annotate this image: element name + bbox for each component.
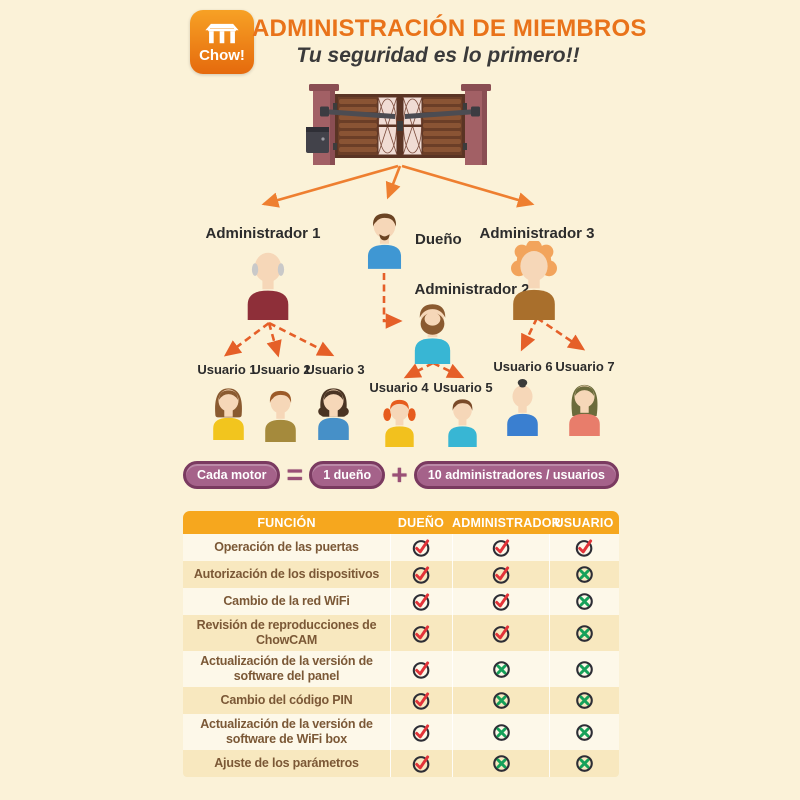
check-icon [452, 588, 549, 615]
check-icon [549, 534, 619, 561]
cross-icon [549, 651, 619, 687]
pill-administradores-usuarios: 10 administradores / usuarios [413, 461, 619, 489]
function-cell: Cambio de la red WiFi [223, 594, 350, 608]
label-administrador-1: Administrador 1 [205, 225, 321, 242]
permissions-table-body: Operación de las puertas Autorización de… [183, 534, 619, 777]
gate-illustration [306, 84, 491, 165]
check-icon [390, 714, 452, 750]
label-usuario-5: Usuario 5 [433, 380, 493, 395]
arrow-admin3-to-user7 [536, 316, 586, 351]
function-cell: Cambio del código PIN [220, 693, 353, 707]
cross-icon [549, 615, 619, 651]
check-icon [390, 588, 452, 615]
arrow-gate-to-admin3 [401, 164, 535, 208]
arrow-admin1-to-user1 [223, 321, 270, 357]
cross-icon [549, 750, 619, 777]
col-header-usuario: USUARIO [554, 515, 614, 530]
label-administrador-3: Administrador 3 [479, 225, 595, 242]
label-usuario-6: Usuario 6 [493, 359, 553, 374]
page-subtitle: Tu seguridad es lo primero!! [296, 44, 580, 67]
label-usuario-7: Usuario 7 [555, 359, 615, 374]
cross-icon [549, 687, 619, 714]
col-header-administrador: ADMINISTRADOR [452, 515, 561, 530]
arrow-admin1-to-user2 [266, 322, 282, 358]
cross-icon [452, 687, 549, 714]
arrow-admin2-to-user5 [432, 361, 465, 379]
check-icon [390, 615, 452, 651]
table-row: Actualización de la versión de software … [183, 714, 619, 750]
avatar-usuario-2 [254, 384, 307, 442]
col-header-funcion: FUNCIÓN [257, 515, 316, 530]
check-icon [390, 534, 452, 561]
avatar-dueno [356, 206, 413, 269]
arrow-admin1-to-user3 [268, 321, 335, 357]
equals-sign: = [286, 459, 303, 490]
check-icon [452, 534, 549, 561]
arrow-gate-to-admin1 [261, 164, 399, 208]
avatar-administrador-3 [498, 241, 570, 320]
check-icon [390, 561, 452, 588]
table-row: Autorización de los dispositivos [183, 561, 619, 588]
plus-sign: + [391, 459, 408, 490]
pill-1-dueno: 1 dueño [309, 461, 386, 489]
label-usuario-4: Usuario 4 [369, 380, 429, 395]
chow-logo: Chow! [190, 10, 254, 74]
table-row: Revisión de reproducciones de ChowCAM [183, 615, 619, 651]
check-icon [390, 750, 452, 777]
avatar-usuario-1 [202, 382, 255, 440]
avatar-usuario-6 [496, 378, 549, 436]
cross-icon [549, 561, 619, 588]
page-title: ADMINISTRACIÓN DE MIEMBROS [252, 15, 647, 42]
label-usuario-1: Usuario 1 [197, 362, 257, 377]
avatar-administrador-2 [402, 297, 463, 364]
cross-icon [452, 714, 549, 750]
table-header: FUNCIÓN DUEÑO ADMINISTRADOR USUARIO [183, 511, 619, 534]
table-row: Cambio del código PIN [183, 687, 619, 714]
arrow-admin3-to-user6 [520, 317, 539, 352]
cross-icon [452, 750, 549, 777]
pill-cada-motor: Cada motor [183, 461, 281, 489]
formula-bar: Cada motor = 1 dueño + 10 administradore… [183, 459, 619, 491]
function-cell: Actualización de la versión de software … [200, 717, 373, 746]
function-cell: Autorización de los dispositivos [193, 567, 380, 581]
check-icon [390, 687, 452, 714]
brand-name: Chow! [199, 46, 245, 64]
arrow-admin2-to-user4 [403, 361, 434, 379]
table-row: Actualización de la versión de software … [183, 651, 619, 687]
avatar-usuario-4 [375, 393, 424, 447]
col-header-dueno: DUEÑO [397, 515, 445, 530]
function-cell: Actualización de la versión de software … [200, 654, 373, 683]
check-icon [452, 561, 549, 588]
function-cell: Ajuste de los parámetros [214, 756, 359, 770]
table-row: Operación de las puertas [183, 534, 619, 561]
check-icon [390, 651, 452, 687]
label-usuario-3: Usuario 3 [305, 362, 365, 377]
check-icon [452, 615, 549, 651]
table-row: Ajuste de los parámetros [183, 750, 619, 777]
cross-icon [549, 588, 619, 615]
avatar-usuario-3 [307, 382, 360, 440]
cross-icon [452, 651, 549, 687]
avatar-usuario-5 [438, 393, 487, 447]
permissions-table: FUNCIÓN DUEÑO ADMINISTRADOR USUARIO Oper… [183, 511, 619, 777]
cross-icon [549, 714, 619, 750]
function-cell: Revisión de reproducciones de ChowCAM [196, 618, 377, 647]
table-row: Cambio de la red WiFi [183, 588, 619, 615]
label-usuario-2: Usuario 2 [251, 362, 311, 377]
avatar-usuario-7 [558, 378, 611, 436]
label-administrador-2: Administrador 2 [414, 281, 530, 298]
avatar-administrador-1 [233, 243, 303, 320]
arrow-gate-to-owner [385, 165, 402, 200]
function-cell: Operación de las puertas [214, 540, 359, 554]
label-dueno: Dueño [415, 231, 462, 248]
tmt-gate-icon [205, 23, 239, 43]
